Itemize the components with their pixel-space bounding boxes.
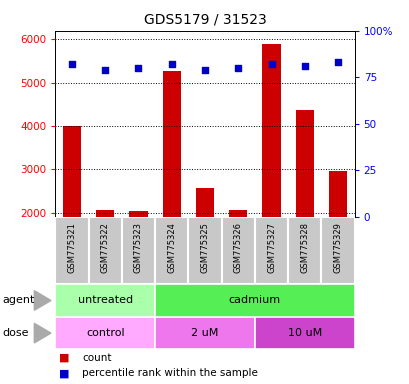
Text: control: control: [86, 328, 124, 338]
Point: [102, 67, 108, 73]
Text: GSM775324: GSM775324: [167, 222, 176, 273]
Bar: [55, 217, 88, 284]
Bar: [121, 217, 155, 284]
Bar: [155, 284, 354, 317]
Bar: [155, 217, 188, 284]
Bar: [196, 189, 213, 217]
Bar: [162, 71, 180, 217]
Point: [301, 63, 307, 69]
Text: percentile rank within the sample: percentile rank within the sample: [82, 368, 257, 378]
Bar: [254, 317, 354, 349]
Text: ■: ■: [59, 368, 70, 378]
Bar: [328, 171, 346, 217]
Text: count: count: [82, 353, 111, 363]
Text: GSM775321: GSM775321: [67, 222, 76, 273]
Bar: [221, 217, 254, 284]
Bar: [55, 317, 155, 349]
Bar: [96, 210, 114, 217]
Point: [334, 59, 340, 65]
Bar: [262, 44, 280, 217]
Point: [168, 61, 175, 67]
Text: GSM775325: GSM775325: [200, 222, 209, 273]
Bar: [129, 211, 147, 217]
Bar: [229, 210, 247, 217]
Text: untreated: untreated: [77, 295, 133, 306]
Bar: [155, 317, 254, 349]
Bar: [55, 284, 155, 317]
Text: GSM775328: GSM775328: [299, 222, 308, 273]
Title: GDS5179 / 31523: GDS5179 / 31523: [143, 13, 266, 27]
Point: [234, 65, 241, 71]
Point: [267, 61, 274, 67]
Bar: [188, 217, 221, 284]
Text: cadmium: cadmium: [228, 295, 280, 306]
Bar: [254, 217, 288, 284]
Bar: [321, 217, 354, 284]
Polygon shape: [34, 291, 51, 310]
Bar: [288, 217, 321, 284]
Bar: [63, 126, 81, 217]
Text: GSM775322: GSM775322: [101, 222, 110, 273]
Text: agent: agent: [2, 295, 34, 306]
Text: 2 uM: 2 uM: [191, 328, 218, 338]
Point: [69, 61, 75, 67]
Text: GSM775327: GSM775327: [266, 222, 275, 273]
Text: GSM775323: GSM775323: [134, 222, 143, 273]
Text: GSM775326: GSM775326: [233, 222, 242, 273]
Bar: [88, 217, 121, 284]
Text: ■: ■: [59, 353, 70, 363]
Polygon shape: [34, 323, 51, 343]
Point: [201, 67, 208, 73]
Text: GSM775329: GSM775329: [333, 222, 342, 273]
Text: dose: dose: [2, 328, 29, 338]
Text: 10 uM: 10 uM: [287, 328, 321, 338]
Bar: [295, 110, 313, 217]
Point: [135, 65, 142, 71]
